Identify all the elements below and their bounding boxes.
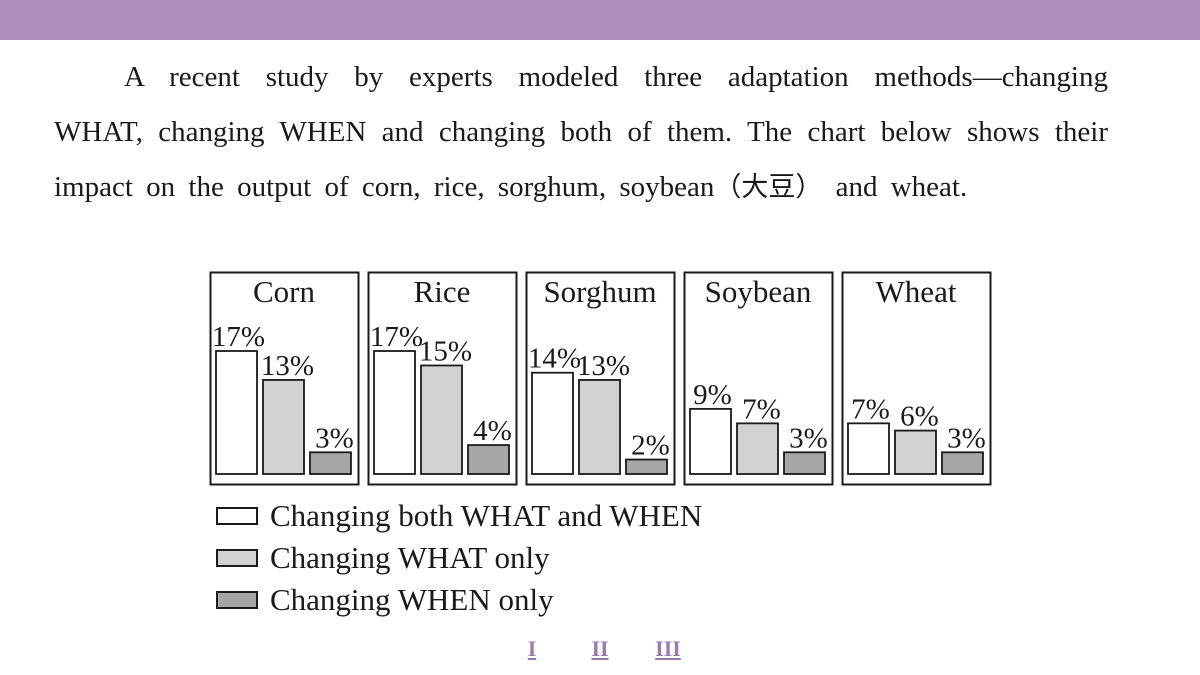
bar-wheat-s0	[847, 422, 890, 475]
data-label-corn-s0: 17%	[212, 321, 265, 353]
bar-rice-s2	[467, 444, 510, 475]
panel-title-soybean: Soybean	[705, 274, 812, 309]
bar-soybean-s2	[783, 451, 826, 475]
bar-wheat-s1	[894, 429, 937, 475]
panel-corn	[209, 271, 360, 486]
data-label-sorghum-s0: 14%	[528, 343, 581, 375]
bar-sorghum-s1	[578, 379, 621, 475]
bar-corn-s0	[215, 350, 258, 475]
bar-sorghum-s0	[531, 371, 574, 475]
intro-text: A recent study by experts modeled three …	[54, 61, 1108, 203]
panel-title-sorghum: Sorghum	[543, 274, 656, 309]
data-label-soybean-s0: 9%	[693, 379, 732, 411]
bar-soybean-s1	[736, 422, 779, 475]
nav-link-1[interactable]: I	[527, 636, 537, 661]
intro-paragraph: A recent study by experts modeled three …	[54, 50, 1108, 215]
legend-label-when: Changing WHEN only	[270, 582, 554, 617]
bar-wheat-s2	[941, 451, 984, 475]
legend-swatch-both	[216, 507, 258, 525]
top-banner	[0, 0, 1200, 40]
intro-chinese-text: （大豆）	[714, 172, 823, 203]
data-label-corn-s2: 3%	[315, 422, 354, 454]
legend-label-both: Changing both WHAT and WHEN	[270, 498, 703, 533]
legend-item-what: Changing WHAT only	[216, 537, 816, 579]
chart-legend: Changing both WHAT and WHEN Changing WHA…	[216, 495, 816, 621]
data-label-wheat-s2: 3%	[947, 422, 986, 454]
legend-swatch-what	[216, 549, 258, 567]
panel-title-corn: Corn	[253, 274, 316, 309]
data-label-sorghum-s2: 2%	[631, 430, 670, 462]
data-label-soybean-s2: 3%	[789, 422, 828, 454]
data-label-soybean-s1: 7%	[742, 393, 781, 425]
panel-rice	[367, 271, 518, 486]
data-label-rice-s1: 15%	[419, 335, 472, 367]
slide-navigation: I II III	[0, 636, 1200, 662]
panel-soybean	[683, 271, 834, 486]
legend-label-what: Changing WHAT only	[270, 540, 550, 575]
bar-sorghum-s2	[625, 458, 668, 475]
data-label-corn-s1: 13%	[261, 350, 314, 382]
nav-link-3[interactable]: III	[655, 636, 681, 661]
data-label-sorghum-s1: 13%	[577, 350, 630, 382]
panel-wheat	[841, 271, 992, 486]
panel-title-wheat: Wheat	[876, 274, 957, 309]
nav-link-2[interactable]: II	[591, 636, 609, 661]
bar-corn-s1	[262, 379, 305, 475]
data-label-wheat-s1: 6%	[900, 401, 939, 433]
bar-soybean-s0	[689, 407, 732, 475]
bar-rice-s1	[420, 364, 463, 475]
panel-title-rice: Rice	[414, 274, 471, 309]
panel-sorghum	[525, 271, 676, 486]
legend-swatch-when	[216, 591, 258, 609]
bar-corn-s2	[309, 451, 352, 475]
data-label-wheat-s0: 7%	[851, 393, 890, 425]
data-label-rice-s0: 17%	[370, 321, 423, 353]
legend-item-both: Changing both WHAT and WHEN	[216, 495, 816, 537]
legend-item-when: Changing WHEN only	[216, 579, 816, 621]
intro-text-end: and wheat.	[822, 171, 968, 203]
data-label-rice-s2: 4%	[473, 415, 512, 447]
bar-rice-s0	[373, 350, 416, 475]
